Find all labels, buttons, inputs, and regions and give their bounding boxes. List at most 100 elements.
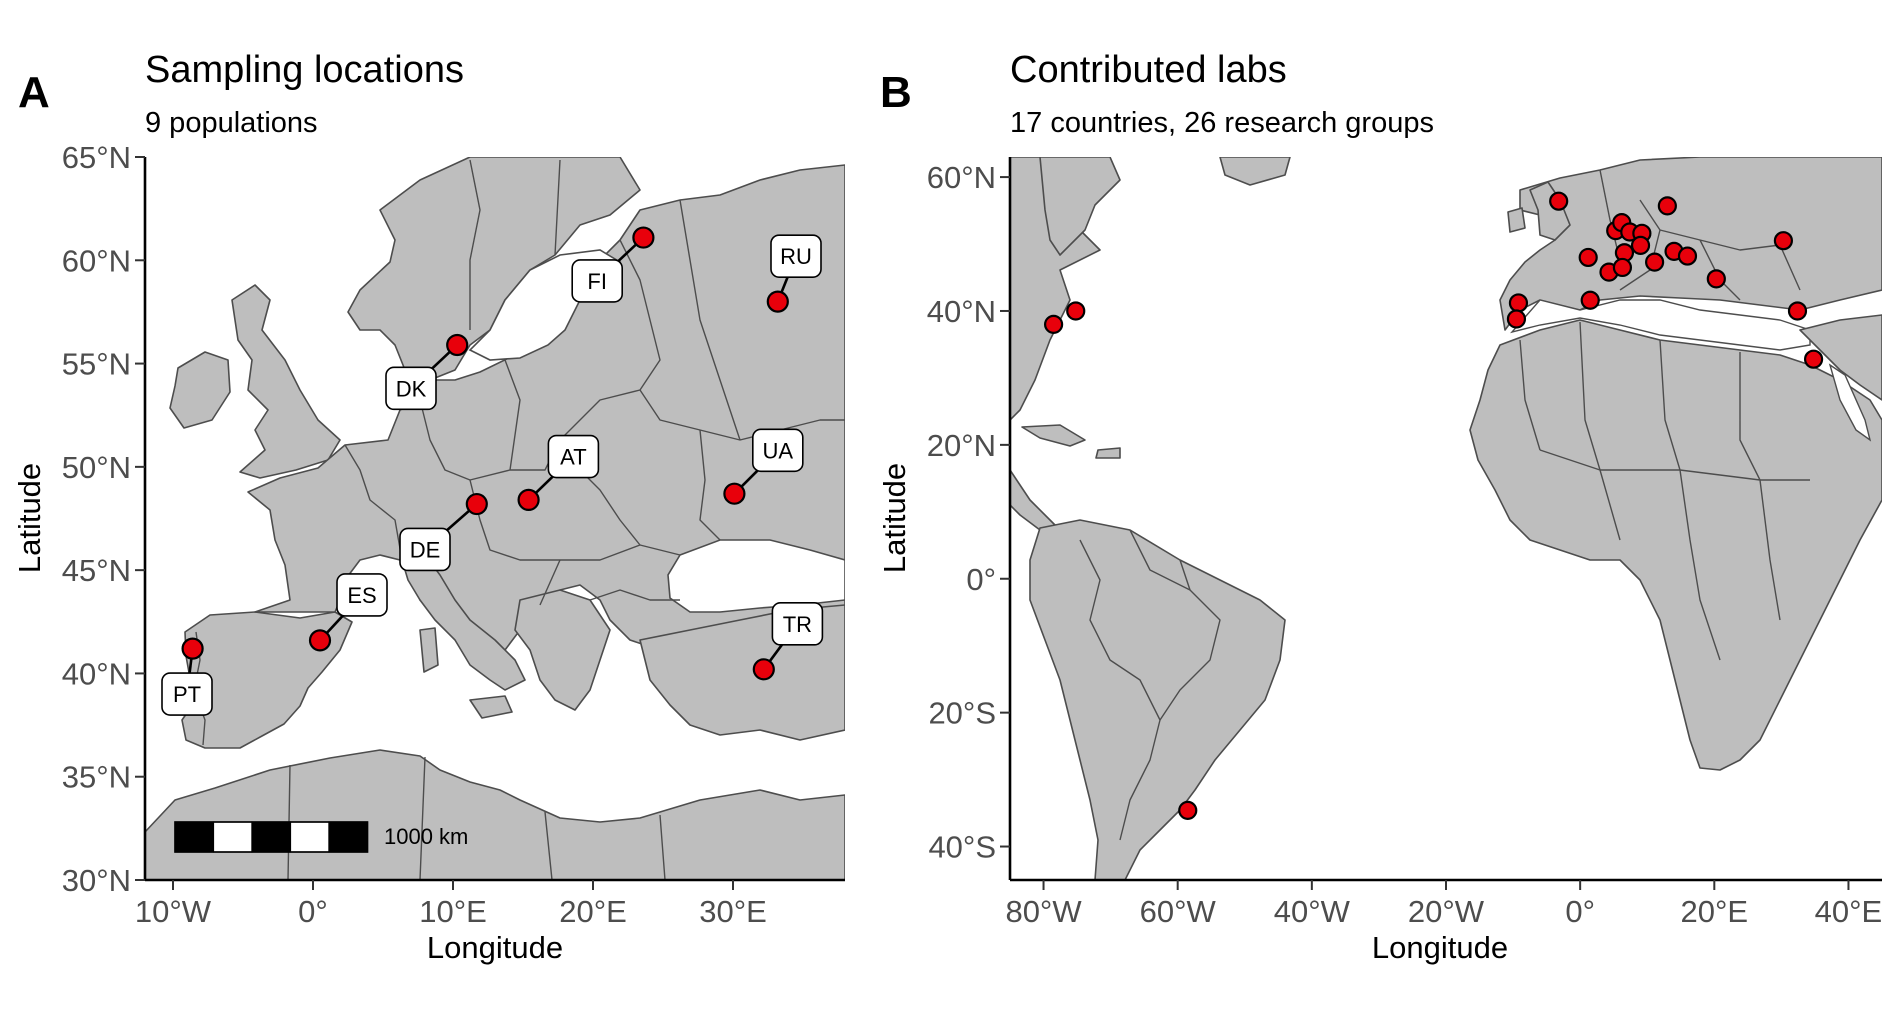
- site-at: AT: [517, 434, 600, 512]
- panel-b-x-tick-label: 0°: [1565, 894, 1595, 929]
- site-point: [632, 226, 655, 249]
- panel-b-y-tick-label: 40°S: [928, 830, 996, 865]
- panel-a-x-tick-label: 10°E: [419, 894, 487, 929]
- site-point: [308, 629, 332, 652]
- site-point: [181, 637, 204, 660]
- panel-b-x-label: Longitude: [1372, 930, 1508, 965]
- site-label: DE: [410, 537, 441, 562]
- middle-east-landmass: [1799, 314, 1882, 401]
- mediterranean-sea: [1510, 299, 1811, 351]
- site-ua: UA: [723, 428, 804, 505]
- caribbean-islands: [1021, 424, 1086, 447]
- lab-point: [1506, 309, 1527, 329]
- panel-a-y-tick-label: 30°N: [62, 863, 131, 898]
- panel-b-y-ticks: 60°N 40°N 20°N 0° 20°S 40°S: [927, 160, 1010, 865]
- site-label-box: [770, 234, 822, 278]
- lab-point: [1677, 246, 1698, 266]
- canada-east-landmass: [1039, 157, 1121, 256]
- site-es: ES: [308, 573, 388, 652]
- panel-a-y-label: Latitude: [12, 463, 47, 573]
- site-label-box: [751, 428, 804, 473]
- panel-a-title: Sampling locations: [145, 49, 464, 91]
- great-britain-landmass: [231, 284, 341, 479]
- lab-point: [1645, 252, 1665, 272]
- site-label-box: [336, 573, 388, 617]
- lab-point: [1787, 301, 1808, 321]
- ireland-landmass: [169, 351, 231, 429]
- panel-a-y-tick-label: 55°N: [62, 347, 131, 382]
- panel-a-y-tick-label: 50°N: [62, 450, 131, 485]
- scale-bar-band: [329, 836, 368, 838]
- sicily-landmass: [469, 695, 513, 719]
- panel-b-y-tick-label: 20°N: [927, 428, 996, 463]
- site-label-box: [161, 672, 213, 716]
- lab-point: [1066, 301, 1086, 321]
- site-pt: PT: [161, 637, 213, 716]
- panel-b-y-tick-label: 60°N: [927, 160, 996, 195]
- site-label-box: [771, 602, 824, 646]
- scale-bar-segment: [212, 821, 253, 853]
- site-point: [752, 658, 775, 681]
- panel-b-x-tick-label: 40°W: [1274, 894, 1351, 929]
- panel-b-y-tick-label: 0°: [966, 562, 996, 597]
- panel-a-y-ticks: 30°N 35°N 40°N 45°N 50°N 55°N 60°N 65°N: [62, 140, 145, 898]
- panel-b-tag: B: [880, 68, 912, 117]
- panel-b-y-label: Latitude: [877, 463, 912, 573]
- panel-a-x-label: Longitude: [427, 930, 563, 965]
- lab-point: [1508, 293, 1529, 313]
- panel-b-labs: [1043, 191, 1824, 820]
- site-label: UA: [763, 438, 794, 463]
- lab-point: [1578, 247, 1598, 268]
- scale-bar-label: 1000 km: [384, 824, 468, 849]
- british-isles-landmass: [1529, 181, 1571, 241]
- site-label: TR: [783, 612, 812, 637]
- site-point: [723, 482, 746, 505]
- lab-point: [1043, 314, 1064, 334]
- panel-b-x-tick-label: 60°W: [1140, 894, 1217, 929]
- scale-bar-band: [252, 836, 291, 838]
- panel-b-y-tick-label: 40°N: [927, 294, 996, 329]
- lab-point: [1612, 257, 1633, 278]
- panel-a-x-ticks: 10°W 0° 10°E 20°E 30°E: [135, 880, 767, 929]
- site-label-box: [571, 259, 624, 303]
- site-fi: FI: [571, 226, 655, 303]
- site-label-box: [399, 527, 451, 572]
- site-label: RU: [780, 244, 812, 269]
- site-label: PT: [173, 682, 201, 707]
- lab-point: [1580, 290, 1600, 310]
- site-label-box: [547, 434, 600, 479]
- panel-a-x-tick-label: 20°E: [559, 894, 627, 929]
- site-de: DE: [399, 492, 488, 572]
- site-ru: RU: [766, 234, 822, 313]
- panel-a-subtitle: 9 populations: [145, 107, 318, 139]
- panel-b-subtitle: 17 countries, 26 research groups: [1010, 107, 1434, 139]
- panel-a-y-tick-label: 45°N: [62, 553, 131, 588]
- site-point: [465, 492, 488, 516]
- panel-b-x-tick-label: 20°E: [1681, 894, 1749, 929]
- panel-b: B Contributed labs 17 countries, 26 rese…: [877, 49, 1882, 965]
- lab-point: [1630, 235, 1651, 255]
- south-america-landmass: [1029, 519, 1286, 880]
- panel-a: A Sampling locations 9 populations: [12, 49, 845, 965]
- site-label: DK: [396, 376, 427, 401]
- lab-point: [1657, 196, 1677, 216]
- lab-point: [1773, 231, 1793, 251]
- panel-a-map: [145, 157, 845, 880]
- panel-a-x-tick-label: 10°W: [135, 894, 212, 929]
- italy-landmass: [401, 554, 526, 691]
- balkans-landmass: [514, 589, 611, 711]
- panel-b-map: [1010, 157, 1882, 880]
- panel-b-x-tick-label: 40°E: [1815, 894, 1883, 929]
- site-dk: DK: [385, 333, 469, 411]
- greenland-landmass: [1219, 157, 1291, 186]
- lab-point: [1706, 269, 1726, 289]
- site-label: ES: [347, 583, 376, 608]
- panel-a-x-tick-label: 0°: [298, 894, 328, 929]
- panel-a-y-tick-label: 40°N: [62, 656, 131, 691]
- site-tr: TR: [752, 602, 824, 681]
- panel-a-sites: PT ES DE AT DK FI RU UA TR: [161, 226, 824, 716]
- lab-point: [1803, 349, 1824, 369]
- scale-bar-segment: [289, 821, 330, 853]
- panel-a-tag: A: [18, 68, 50, 117]
